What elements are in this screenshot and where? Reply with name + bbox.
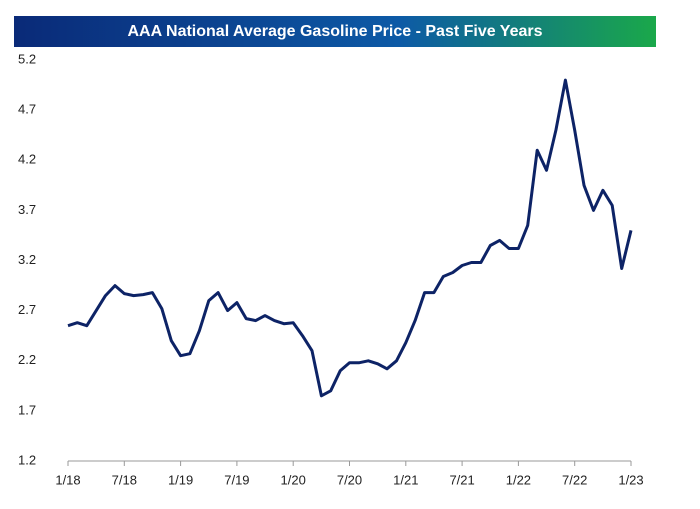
y-tick-label: 4.2 [18, 152, 36, 167]
y-tick-label: 3.7 [18, 202, 36, 217]
y-tick-label: 1.2 [18, 452, 36, 467]
x-tick-label: 1/21 [393, 472, 418, 487]
x-tick-label: 1/19 [168, 472, 193, 487]
y-tick-label: 3.2 [18, 252, 36, 267]
x-tick-label: 1/23 [618, 472, 643, 487]
x-tick-label: 1/22 [506, 472, 531, 487]
y-tick-label: 5.2 [18, 51, 36, 66]
chart-title: AAA National Average Gasoline Price - Pa… [128, 23, 543, 40]
x-tick-label: 7/21 [449, 472, 474, 487]
x-tick-label: 1/18 [55, 472, 80, 487]
title-banner [14, 16, 656, 47]
y-tick-label: 1.7 [18, 402, 36, 417]
x-tick-label: 1/20 [281, 472, 306, 487]
y-tick-label: 2.2 [18, 352, 36, 367]
y-tick-label: 4.7 [18, 102, 36, 117]
x-tick-label: 7/19 [224, 472, 249, 487]
y-tick-label: 2.7 [18, 302, 36, 317]
x-tick-label: 7/22 [562, 472, 587, 487]
x-tick-label: 7/20 [337, 472, 362, 487]
x-tick-label: 7/18 [112, 472, 137, 487]
data-line [67, 78, 633, 398]
